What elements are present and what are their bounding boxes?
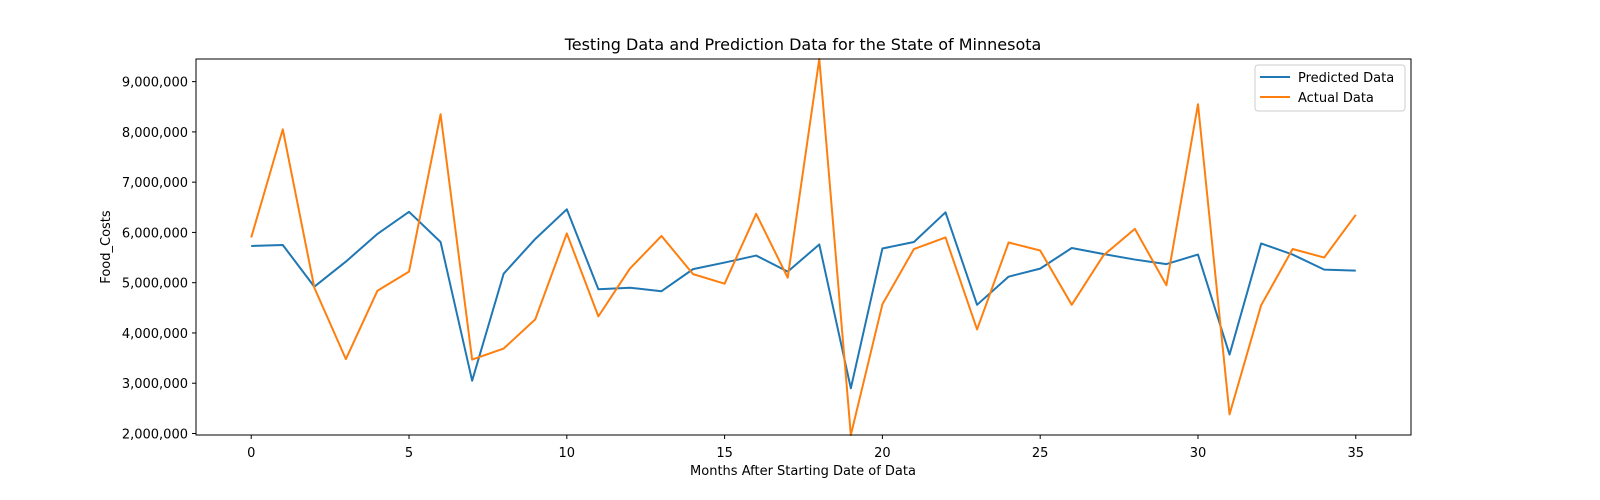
x-tick-label: 35 (1347, 446, 1364, 461)
y-tick-label: 3,000,000 (122, 377, 188, 392)
y-tick-label: 2,000,000 (122, 427, 188, 442)
x-tick-label: 15 (716, 446, 733, 461)
legend-items: Predicted Data Actual Data (1260, 71, 1394, 106)
legend: Predicted Data Actual Data (1254, 64, 1406, 112)
plot-series (250, 58, 1357, 436)
x-tick-label: 10 (559, 446, 576, 461)
y-tick-label: 5,000,000 (122, 277, 188, 292)
x-tick-label: 20 (874, 446, 891, 461)
y-tick-label: 7,000,000 (122, 176, 188, 191)
x-axis-title: Months After Starting Date of Data (690, 464, 916, 479)
y-tick-label: 4,000,000 (122, 327, 188, 342)
y-axis: 2,000,000 3,000,000 4,000,000 5,000,000 6,00… (122, 76, 196, 442)
legend-box (1254, 64, 1406, 112)
legend-label-1: Predicted Data (1298, 71, 1394, 86)
x-tick-label: 30 (1190, 446, 1207, 461)
x-tick-label: 0 (247, 446, 255, 461)
x-tick-label: 5 (405, 446, 413, 461)
series-line-2 (250, 58, 1357, 436)
series-line-1 (251, 208, 1356, 390)
y-tick-label: 9,000,000 (122, 76, 188, 91)
legend-label-2: Actual Data (1298, 91, 1374, 106)
plot-frame (195, 58, 1412, 436)
chart-title: Testing Data and Prediction Data for the… (564, 35, 1042, 54)
y-axis-title: Food_Costs (99, 210, 114, 284)
x-tick-label: 25 (1032, 446, 1049, 461)
x-axis: 0 5 10 15 20 25 30 35 (247, 435, 1364, 461)
y-tick-label: 6,000,000 (122, 226, 188, 241)
y-tick-label: 8,000,000 (122, 126, 188, 141)
